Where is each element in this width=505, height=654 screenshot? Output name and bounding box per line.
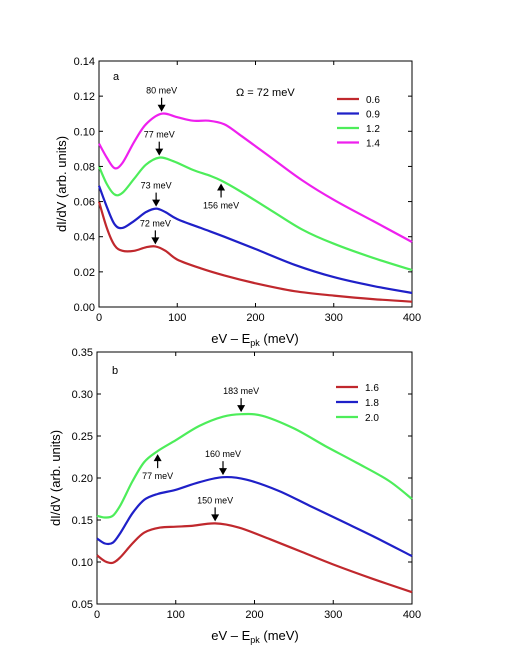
arrow-annotation: 183 meV bbox=[223, 386, 259, 413]
arrow-head bbox=[157, 104, 166, 112]
arrow-head bbox=[152, 199, 161, 207]
x-tick-label: 400 bbox=[403, 609, 421, 621]
panel-label: a bbox=[113, 71, 120, 83]
omega-annotation: Ω = 72 meV bbox=[236, 87, 295, 99]
series-line-1.6 bbox=[96, 522, 413, 594]
series-line-0.9 bbox=[97, 185, 413, 294]
y-axis-label: dI/dV (arb. units) bbox=[48, 430, 63, 526]
x-tick-label: 200 bbox=[245, 609, 263, 621]
arrow-head bbox=[217, 183, 226, 191]
x-axis-label-unit: (meV) bbox=[260, 331, 299, 346]
x-tick-label: 200 bbox=[246, 312, 264, 324]
series-line-1.8 bbox=[96, 475, 413, 558]
arrow-head bbox=[219, 468, 227, 476]
legend: 0.6 0.9 1.2 1.4 bbox=[337, 95, 380, 150]
legend-label: 1.4 bbox=[366, 139, 380, 150]
legend-label: 1.6 bbox=[365, 383, 379, 394]
series-line-1.4 bbox=[98, 112, 413, 243]
y-tick-label: 0.35 bbox=[72, 347, 93, 359]
y-tick-label: 0.10 bbox=[74, 126, 95, 138]
y-tick-label: 0.02 bbox=[74, 267, 95, 279]
x-tick-label: 100 bbox=[168, 312, 186, 324]
y-tick-label: 0.12 bbox=[74, 91, 95, 103]
x-axis-label-unit: (meV) bbox=[260, 628, 299, 643]
arrow-label: 77 meV bbox=[142, 471, 173, 481]
ticks-layer: 0 100 200 300 400 0.05 0.10 0.15 0.20 0.25 0.30 0.3… bbox=[72, 347, 422, 621]
legend-label: 0.9 bbox=[366, 110, 380, 121]
x-tick-label: 0 bbox=[94, 609, 100, 621]
arrow-label: 80 meV bbox=[146, 86, 177, 96]
arrows-layer: 80 meV 77 meV 73 meV 72 meV 156 meV bbox=[140, 86, 239, 245]
x-tick-label: 100 bbox=[167, 609, 185, 621]
arrows-layer: 183 meV 160 meV 150 meV 77 meV bbox=[142, 386, 259, 522]
series-line-2.0 bbox=[96, 412, 413, 519]
arrow-annotation: 72 meV bbox=[140, 218, 171, 245]
x-tick-label: 300 bbox=[324, 609, 342, 621]
arrow-label: 183 meV bbox=[223, 386, 259, 396]
x-tick-label: 0 bbox=[96, 312, 102, 324]
arrow-head bbox=[211, 514, 220, 522]
legend: 1.6 1.8 2.0 bbox=[336, 383, 379, 424]
x-axis-label-subscript: pk bbox=[250, 635, 260, 645]
panel-label: b bbox=[112, 365, 118, 377]
x-axis-label-main: eV – E bbox=[211, 331, 250, 346]
arrow-annotation: 77 meV bbox=[142, 454, 173, 481]
x-tick-label: 300 bbox=[325, 312, 343, 324]
y-tick-label: 0.14 bbox=[74, 56, 95, 68]
arrow-label: 72 meV bbox=[140, 218, 171, 228]
arrow-annotation: 77 meV bbox=[144, 130, 175, 156]
y-tick-label: 0.10 bbox=[72, 557, 93, 569]
ticks-layer: 0 100 200 300 400 0.00 0.02 0.04 0.06 0.08 0.10 0.1… bbox=[74, 56, 422, 324]
x-axis-label: eV – Epk (meV) bbox=[211, 331, 299, 348]
arrow-head bbox=[151, 237, 160, 245]
x-axis-label: eV – Epk (meV) bbox=[211, 628, 299, 645]
panel-b: 0 100 200 300 400 0.05 0.10 0.15 0.20 0.25 0.30 0.3… bbox=[48, 347, 421, 645]
arrow-head bbox=[153, 454, 162, 462]
arrow-annotation: 150 meV bbox=[197, 495, 233, 522]
legend-label: 1.2 bbox=[366, 124, 380, 135]
x-axis-label-subscript: pk bbox=[250, 338, 260, 348]
y-axis-label: dI/dV (arb. units) bbox=[54, 136, 69, 232]
y-tick-label: 0.00 bbox=[74, 302, 95, 314]
legend-label: 2.0 bbox=[365, 413, 379, 424]
series-layer bbox=[96, 412, 413, 594]
arrow-label: 77 meV bbox=[144, 130, 175, 140]
arrow-label: 160 meV bbox=[205, 449, 241, 459]
series-layer bbox=[97, 112, 413, 303]
arrow-label: 156 meV bbox=[203, 200, 239, 210]
arrow-annotation: 160 meV bbox=[205, 449, 241, 476]
arrow-head bbox=[237, 405, 246, 413]
y-tick-label: 0.25 bbox=[72, 431, 93, 443]
panel-a: 0 100 200 300 400 0.00 0.02 0.04 0.06 0.08 0.10 0.1… bbox=[54, 56, 421, 348]
legend-label: 1.8 bbox=[365, 398, 379, 409]
legend-label: 0.6 bbox=[366, 95, 380, 106]
arrow-annotation: 73 meV bbox=[141, 181, 172, 207]
y-tick-label: 0.15 bbox=[72, 515, 93, 527]
series-line-1.2 bbox=[97, 156, 413, 272]
arrow-label: 150 meV bbox=[197, 495, 233, 505]
arrow-annotation: 156 meV bbox=[203, 183, 239, 210]
arrow-annotation: 80 meV bbox=[146, 86, 177, 112]
x-tick-label: 400 bbox=[403, 312, 421, 324]
y-tick-label: 0.06 bbox=[74, 197, 95, 209]
y-tick-label: 0.04 bbox=[74, 232, 95, 244]
arrow-label: 73 meV bbox=[141, 181, 172, 191]
y-tick-label: 0.08 bbox=[74, 161, 95, 173]
y-tick-label: 0.05 bbox=[72, 599, 93, 611]
x-axis-label-main: eV – E bbox=[211, 628, 250, 643]
arrow-head bbox=[155, 148, 164, 156]
y-tick-label: 0.20 bbox=[72, 473, 93, 485]
y-tick-label: 0.30 bbox=[72, 389, 93, 401]
series-line-0.6 bbox=[97, 201, 413, 303]
